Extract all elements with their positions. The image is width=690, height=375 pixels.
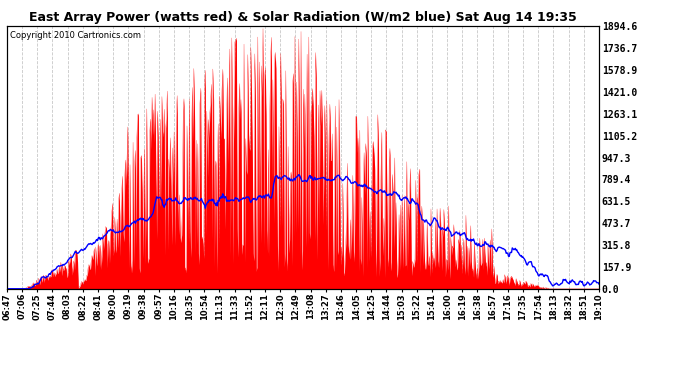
- Text: Copyright 2010 Cartronics.com: Copyright 2010 Cartronics.com: [10, 32, 141, 40]
- Title: East Array Power (watts red) & Solar Radiation (W/m2 blue) Sat Aug 14 19:35: East Array Power (watts red) & Solar Rad…: [29, 11, 577, 24]
